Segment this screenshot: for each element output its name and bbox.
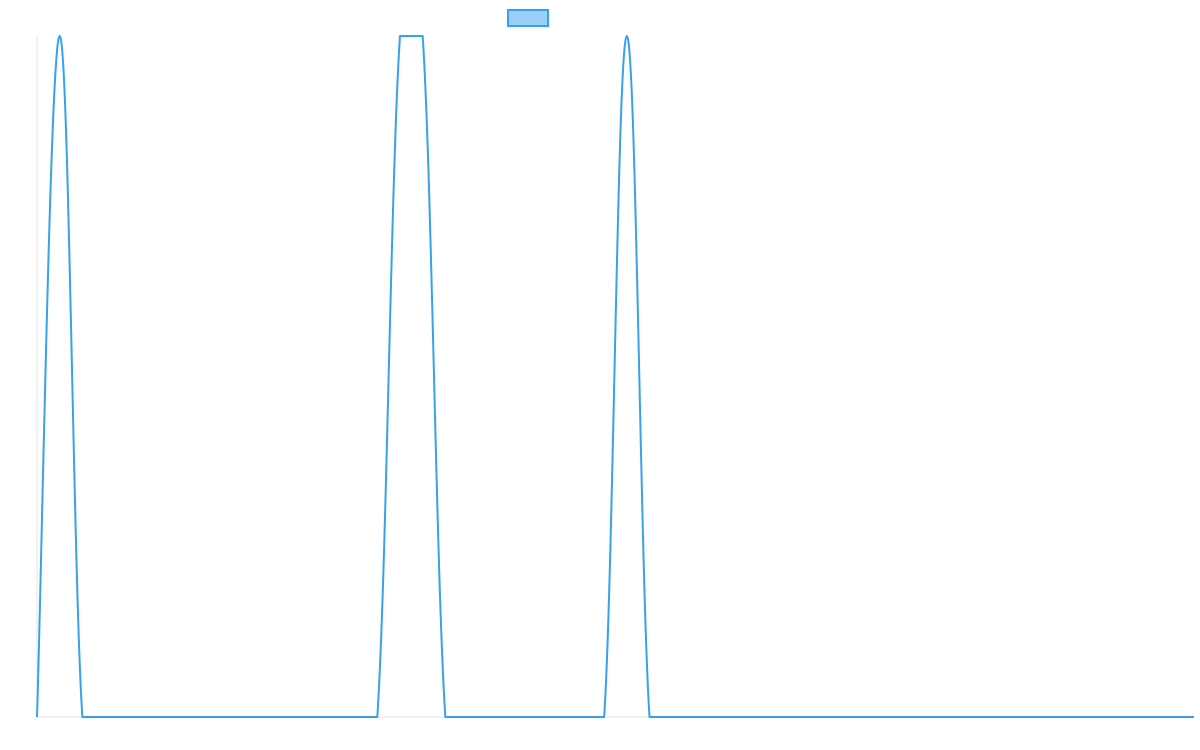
axes bbox=[36, 36, 1194, 718]
legend[interactable] bbox=[507, 9, 549, 27]
series-line-0 bbox=[36, 35, 1194, 719]
series-layer bbox=[36, 35, 1194, 719]
legend-swatch[interactable] bbox=[507, 9, 549, 27]
